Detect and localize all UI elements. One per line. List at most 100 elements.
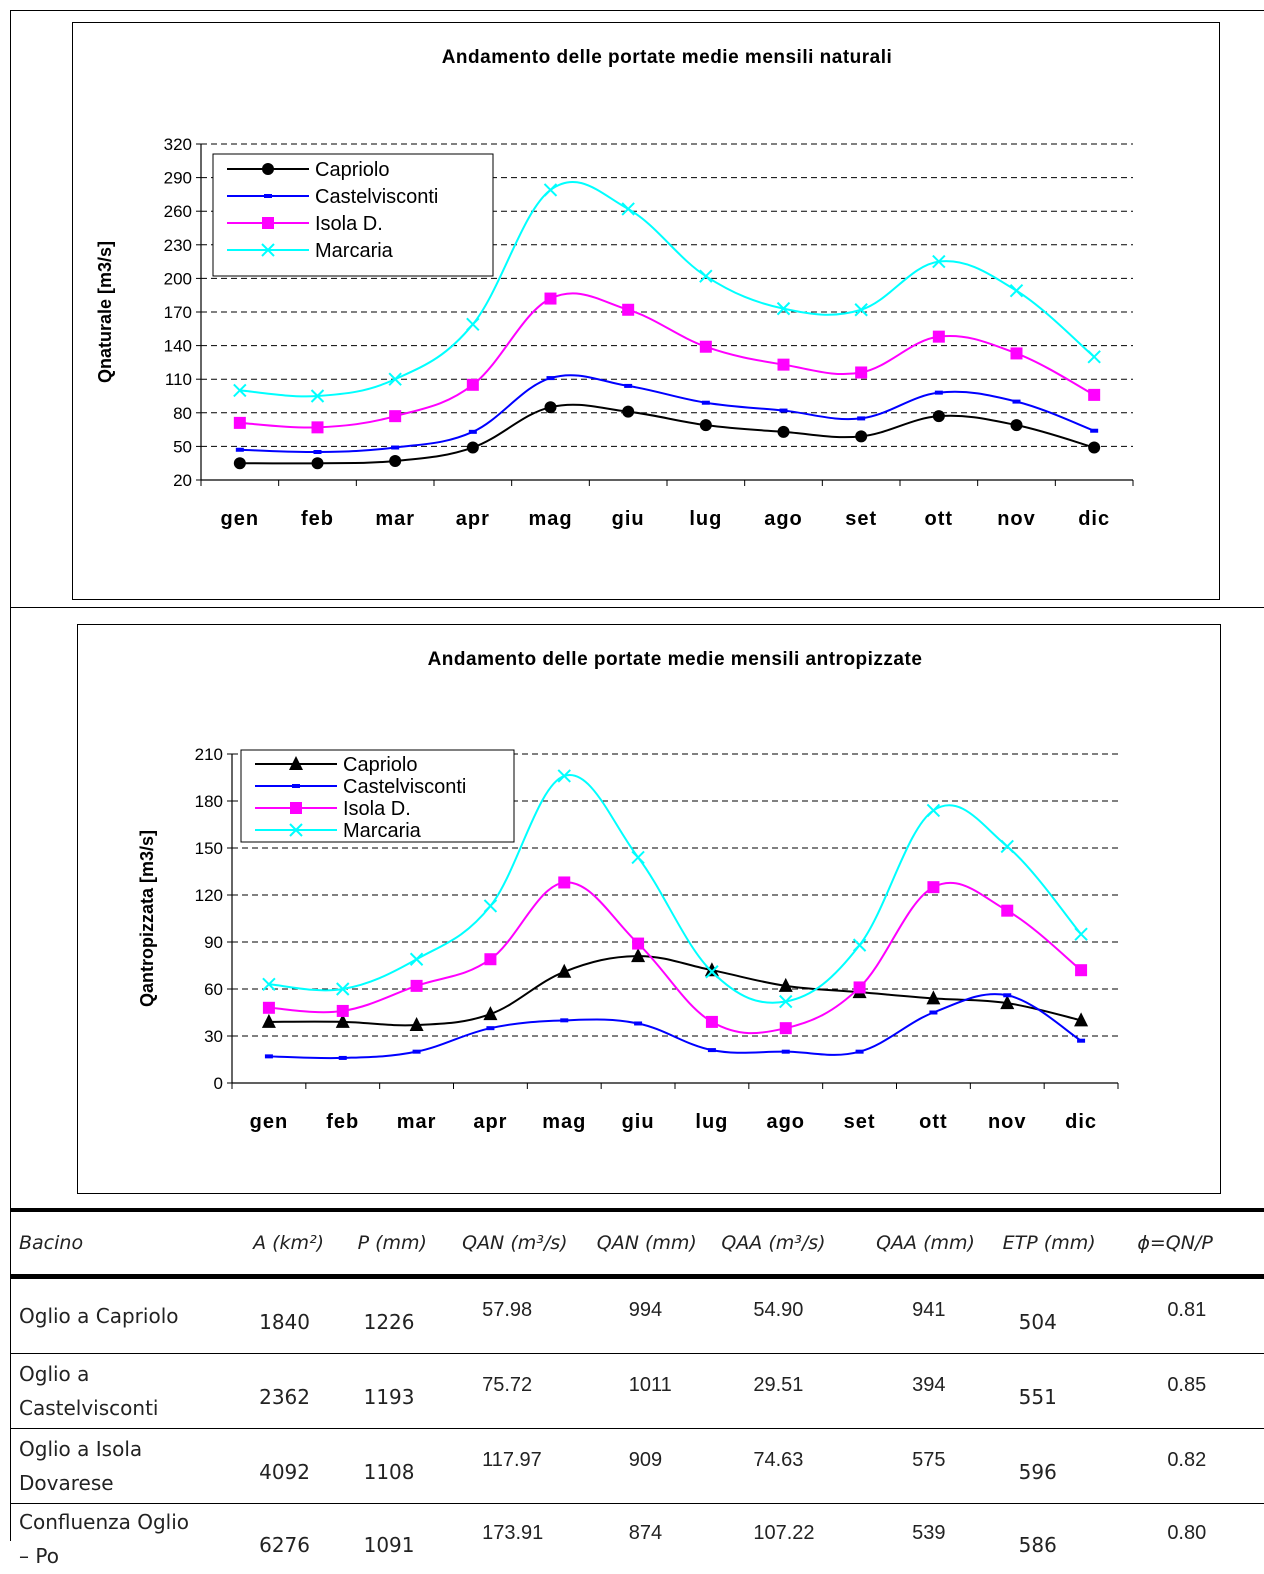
- value-cell: 0.82: [1129, 1429, 1264, 1504]
- legend-label: Isola D.: [343, 798, 411, 820]
- series-castelvisconti: [265, 993, 1085, 1060]
- x-tick-label: feb: [301, 508, 334, 530]
- x-tick-label: set: [845, 508, 877, 530]
- data-point: [1011, 347, 1023, 359]
- data-point: [312, 421, 324, 433]
- data-point: [469, 430, 477, 434]
- chart-title: Andamento delle portate medie mensili na…: [442, 47, 893, 68]
- data-point: [545, 293, 557, 305]
- data-point: [314, 450, 322, 454]
- basin-name-line: – Po: [19, 1539, 245, 1573]
- legend-marker: [292, 784, 300, 788]
- y-tick-label: 320: [164, 135, 192, 154]
- cell-value: 74.63: [753, 1449, 803, 1471]
- x-tick-label: nov: [988, 1111, 1027, 1133]
- chart-anthropized-panel: Andamento delle portate medie mensili an…: [77, 624, 1221, 1194]
- data-point: [632, 851, 644, 863]
- cell-value: 173.91: [482, 1522, 543, 1544]
- legend-label: Marcaria: [343, 820, 422, 842]
- data-point: [1088, 351, 1100, 363]
- cell-value: 54.90: [753, 1299, 803, 1321]
- value-cell: 1091: [350, 1504, 455, 1574]
- data-point: [933, 410, 945, 422]
- cell-value: 1091: [364, 1533, 415, 1557]
- x-tick-label: apr: [456, 508, 490, 530]
- cell-value: 504: [1019, 1310, 1057, 1334]
- x-tick-label: giu: [622, 1111, 655, 1133]
- value-cell: 1840: [245, 1277, 350, 1354]
- value-cell: 74.63: [713, 1429, 868, 1504]
- cell-value: 1011: [629, 1374, 672, 1396]
- section-divider: [10, 607, 1264, 608]
- data-point: [467, 379, 479, 391]
- cell-value: 909: [629, 1449, 662, 1471]
- cell-value: 57.98: [482, 1299, 532, 1321]
- x-tick-label: dic: [1078, 508, 1110, 530]
- data-point: [855, 366, 867, 378]
- value-cell: 54.90: [713, 1277, 868, 1354]
- y-tick-label: 230: [164, 236, 192, 255]
- legend-marker: [262, 217, 274, 229]
- y-tick-label: 150: [195, 839, 223, 858]
- data-point: [391, 446, 399, 450]
- data-point: [545, 184, 557, 196]
- basin-name-line: Oglio a Isola: [19, 1432, 245, 1466]
- cell-value: 1840: [259, 1310, 310, 1334]
- column-header: ϕ=QN/P: [1129, 1210, 1264, 1277]
- x-tick-label: gen: [221, 508, 260, 530]
- legend-label: Castelvisconti: [315, 186, 438, 208]
- series-line: [240, 405, 1094, 464]
- data-point: [780, 409, 788, 413]
- data-point: [236, 448, 244, 452]
- data-point: [1088, 442, 1100, 454]
- data-point: [389, 455, 401, 467]
- data-point: [1001, 840, 1013, 852]
- data-point: [1011, 285, 1023, 297]
- y-axis-label: Qnaturale [m3/s]: [95, 241, 115, 383]
- data-point: [700, 270, 712, 282]
- cell-value: 941: [912, 1299, 945, 1321]
- value-cell: 107.22: [713, 1504, 868, 1574]
- data-point: [467, 318, 479, 330]
- basin-name-cell: Oglio a Capriolo: [11, 1277, 245, 1354]
- x-tick-label: nov: [997, 508, 1036, 530]
- x-tick-label: set: [844, 1111, 876, 1133]
- basin-name-line: Confluenza Oglio: [19, 1505, 245, 1539]
- data-point: [856, 1050, 864, 1054]
- data-point: [622, 304, 634, 316]
- value-cell: 75.72: [454, 1354, 589, 1429]
- chart-anthropized: Andamento delle portate medie mensili an…: [78, 625, 1220, 1193]
- x-tick-label: apr: [473, 1111, 507, 1133]
- y-tick-label: 260: [164, 202, 192, 221]
- column-header: Bacino: [11, 1210, 245, 1277]
- series-line: [240, 375, 1094, 452]
- data-point: [622, 406, 634, 418]
- cell-value: 117.97: [482, 1449, 542, 1471]
- series-line: [269, 882, 1081, 1033]
- data-point: [560, 1018, 568, 1022]
- series-capriolo: [262, 948, 1088, 1031]
- data-point: [263, 1002, 275, 1014]
- x-tick-label: gen: [250, 1111, 289, 1133]
- cell-value: 0.85: [1167, 1374, 1206, 1396]
- value-cell: 874: [589, 1504, 714, 1574]
- data-point: [700, 419, 712, 431]
- value-cell: 57.98: [454, 1277, 589, 1354]
- x-tick-label: lug: [695, 1111, 728, 1133]
- data-point: [413, 1050, 421, 1054]
- data-point: [855, 430, 867, 442]
- y-tick-label: 290: [164, 169, 192, 188]
- chart-title: Andamento delle portate medie mensili an…: [428, 649, 923, 670]
- value-cell: 1108: [350, 1429, 455, 1504]
- legend-marker: [290, 802, 302, 814]
- data-point: [622, 203, 634, 215]
- data-point: [780, 1022, 792, 1034]
- data-point: [467, 442, 479, 454]
- legend-marker: [264, 194, 272, 198]
- data-point: [1075, 964, 1087, 976]
- basin-name-line: Castelvisconti: [19, 1391, 245, 1425]
- y-tick-label: 170: [164, 303, 192, 322]
